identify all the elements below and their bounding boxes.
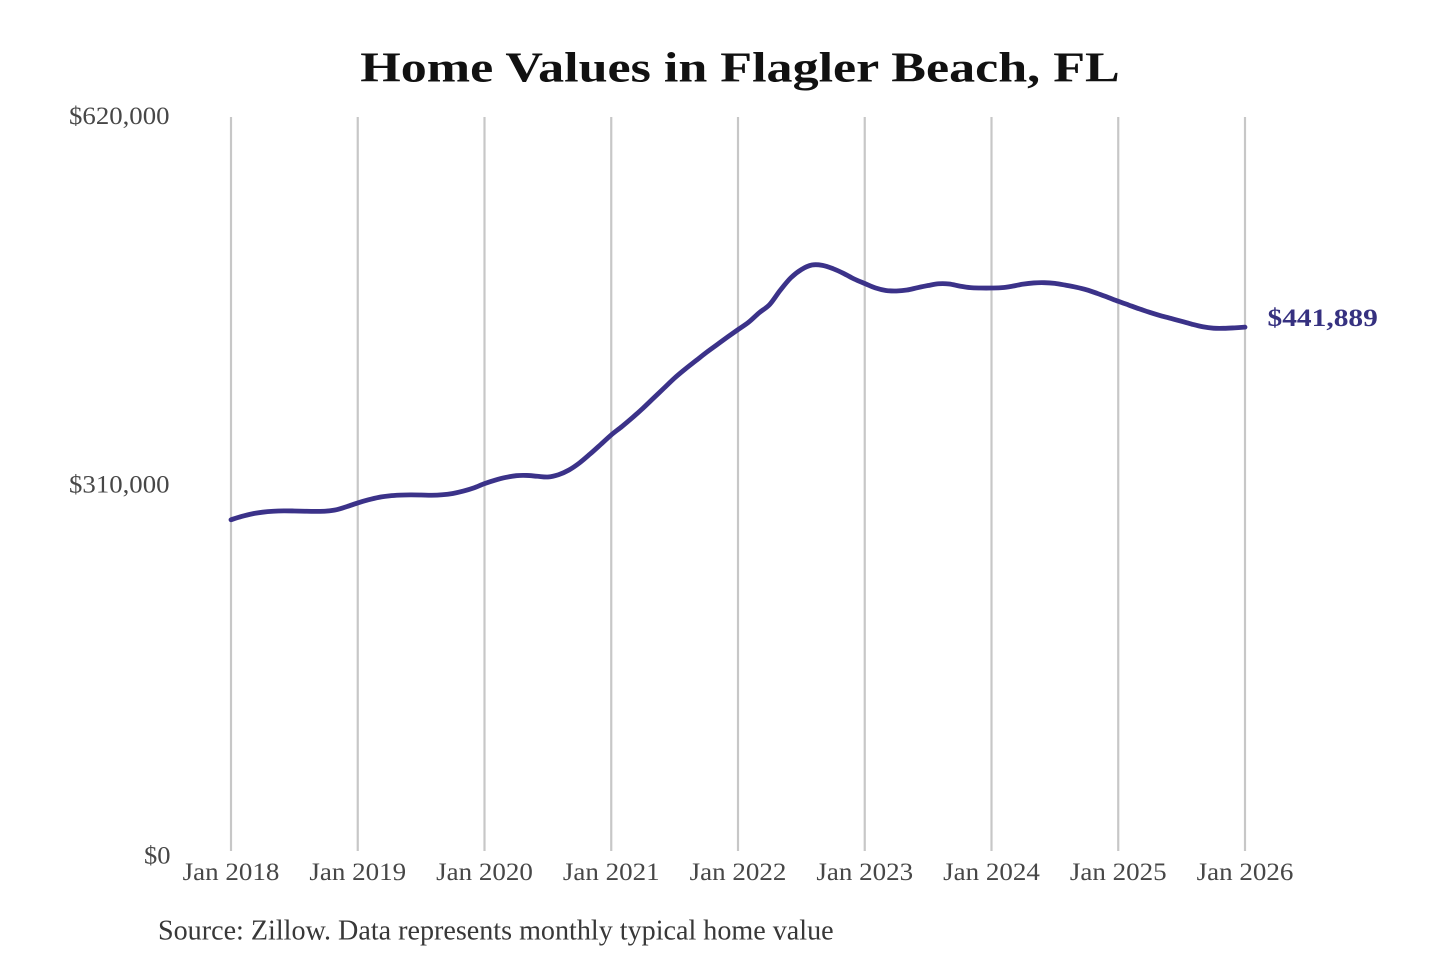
- svg-text:Jan 2023: Jan 2023: [816, 858, 913, 886]
- svg-text:Jan 2026: Jan 2026: [1197, 858, 1294, 886]
- svg-text:$441,889: $441,889: [1268, 304, 1378, 331]
- svg-text:Jan 2021: Jan 2021: [563, 858, 660, 886]
- svg-text:$310,000: $310,000: [69, 470, 169, 498]
- svg-text:Jan 2022: Jan 2022: [690, 858, 787, 886]
- svg-text:Jan 2018: Jan 2018: [183, 858, 280, 886]
- svg-text:Jan 2025: Jan 2025: [1070, 858, 1167, 886]
- svg-text:$620,000: $620,000: [69, 102, 169, 130]
- svg-text:$0: $0: [144, 841, 171, 869]
- svg-text:Jan 2020: Jan 2020: [436, 858, 533, 886]
- svg-text:Source: Zillow. Data represent: Source: Zillow. Data represents monthly …: [158, 915, 834, 946]
- svg-text:Home Values in Flagler Beach,: Home Values in Flagler Beach, FL: [360, 45, 1119, 91]
- svg-text:Jan 2019: Jan 2019: [309, 858, 406, 886]
- svg-text:Jan 2024: Jan 2024: [943, 858, 1040, 886]
